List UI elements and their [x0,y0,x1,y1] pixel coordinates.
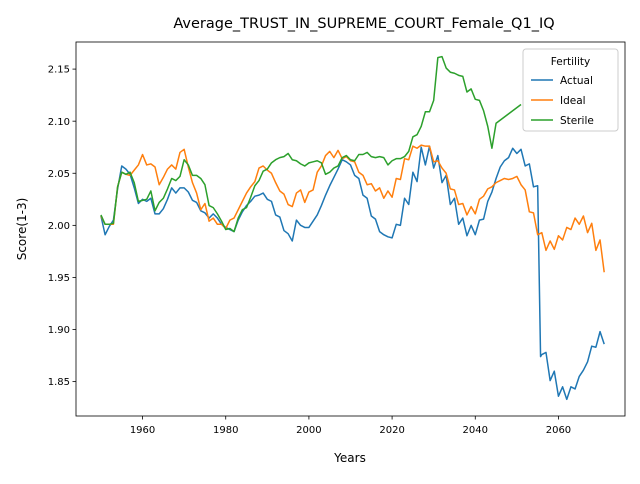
y-tick-label: 1.95 [48,273,70,284]
series-line-actual [100,145,605,401]
x-tick-label: 2000 [296,425,321,436]
y-tick-label: 1.90 [48,325,70,336]
y-axis-ticks: 1.85 1.90 1.95 2.00 2.05 2.10 2.15 [48,65,76,388]
legend-title: Fertility [551,56,590,68]
x-tick-label: 2040 [463,425,488,436]
y-tick-label: 2.10 [48,117,70,128]
legend-label-actual: Actual [560,75,593,87]
x-tick-label: 1980 [213,425,238,436]
plot-lines [100,55,605,401]
legend-label-ideal: Ideal [560,95,586,107]
axes-border [75,41,626,417]
y-tick-label: 1.85 [48,377,70,388]
y-tick-label: 2.15 [48,65,70,76]
legend-label-sterile: Sterile [560,115,594,127]
axes-frame [75,41,626,417]
y-tick-label: 2.00 [48,221,70,232]
x-tick-label: 2020 [379,425,404,436]
y-tick-label: 2.05 [48,169,70,180]
x-tick-label: 2060 [546,425,571,436]
y-axis-label: Score(1-3) [15,198,29,261]
x-axis-ticks: 1960 1980 2000 2020 2040 2060 [130,416,571,436]
legend-box [522,48,619,132]
series-line-sterile [100,55,522,233]
x-tick-label: 1960 [130,425,155,436]
x-axis-label: Years [333,451,366,465]
chart-title: Average_TRUST_IN_SUPREME_COURT_Female_Q1… [173,16,554,32]
series-line-ideal [100,144,605,273]
legend: Fertility Actual Ideal Sterile [522,48,619,132]
